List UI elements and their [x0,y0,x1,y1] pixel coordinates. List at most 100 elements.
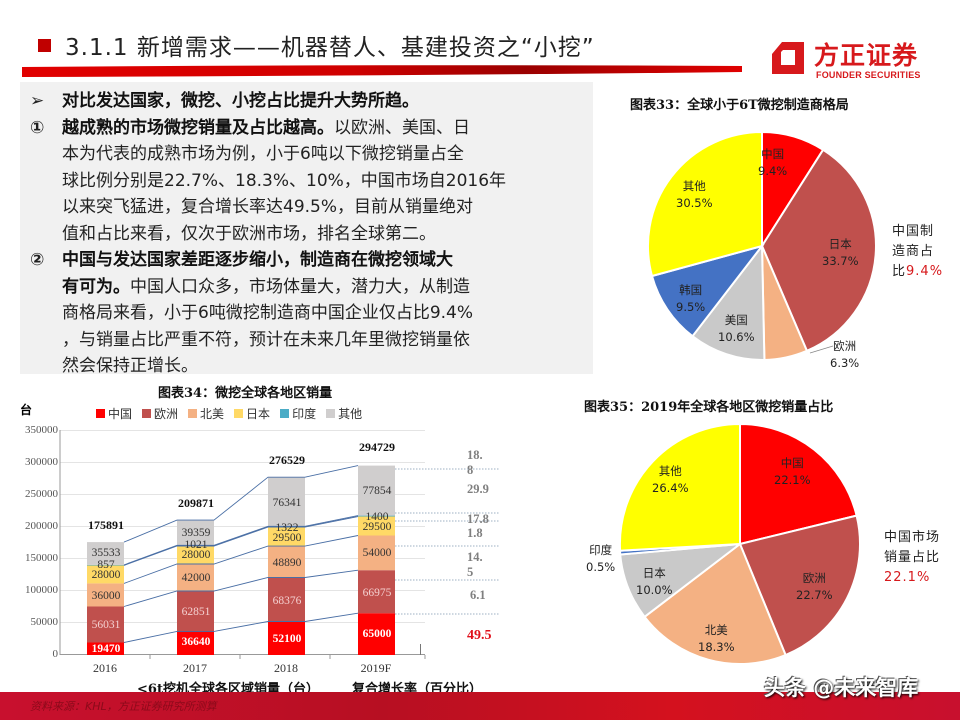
chart35-annotation: 中国市场 销量占比 22.1% [884,528,940,588]
point1-line: 本为代表的成熟市场为例，小于6吨以下微挖销量占全 [62,144,464,164]
y-tick: 350000 [25,424,58,436]
x-label: 2018 [274,661,298,675]
chart35-label-namerica: 北美 18.3% [698,622,735,656]
seg-namerica-2016: 36000 [91,590,121,602]
legend-item-namerica: 北美 [188,405,224,422]
point1-first-line: ① 越成熟的市场微挖销量及占比越高。以欧洲、美国、日 [30,115,583,142]
chart33-title: 图表33：全球小于6T微挖制造商格局 [630,98,849,113]
legend-item-china: 中国 [96,405,132,422]
page-title: 3.1.1 新增需求——机器替人、基建投资之“小挖” [38,28,595,62]
legend-label: 其他 [338,407,363,421]
seg-namerica-2017: 42000 [181,572,211,584]
cagr-namerica: 14. 5 [467,550,483,580]
chart34-title: 图表34：微挖全球各地区销量 [158,386,333,401]
note-value: 22.1% [884,570,931,585]
point1-line: 值和占比来看，仅次于欧洲市场，排名全球第二。 [62,223,436,244]
chart35-pie [618,422,861,665]
y-tick: 100000 [25,584,58,596]
cagr-india: 29.9 [467,482,489,496]
note-prefix: 比 [892,264,907,279]
note-line: 销量占比 [884,550,941,565]
seg-china-2017: 36640 [181,636,211,648]
seg-india-2019: 1400 [365,511,389,523]
label-value: 30.5% [676,196,713,210]
note-line: 造商占 [892,244,935,259]
point2-line: ，与销量占比严重不符，预计在未来几年里微挖销量依 [62,329,470,350]
label-name: 中国 [761,147,785,161]
legend-swatch [280,409,290,418]
header-divider [22,65,742,77]
legend-item-other: 其他 [326,405,362,422]
seg-japan-2016: 28000 [91,569,121,581]
chart33-label-usa: 美国 10.6% [718,312,755,346]
logo-mark-icon [772,42,804,74]
label-value: 9.5% [676,300,706,314]
source-note: 资料来源：KHL，方正证券研究所测算 [30,700,217,713]
legend-swatch [326,409,336,418]
x-label: 2017 [183,661,207,675]
seg-other-2016: 35533 [91,547,121,559]
y-tick: 50000 [30,616,59,628]
chart35-label-india: 印度 0.5% [586,542,615,576]
summary-textbox: ➢ 对比发达国家，微挖、小挖占比提升大势所趋。 ① 越成熟的市场微挖销量及占比越高。… [20,82,593,376]
legend-label: 印度 [292,407,317,421]
seg-india-2018: 1322 [275,522,299,534]
logo-chinese: 方正证券 [814,41,919,70]
note-line: 比9.4% [892,262,943,282]
cagr-china: 49.5 [467,628,492,643]
seg-japan-2018: 29500 [272,532,302,544]
point1-line: 球比例分别是22.7%、18.3%、10%，中国市场自2016年 [62,170,507,191]
legend-label: 欧洲 [154,407,179,421]
legend-swatch [234,409,244,418]
label-name: 日本 [642,566,666,580]
arrow-bullet-icon: ➢ [30,91,45,111]
cagr-text: 18. [467,448,483,462]
point2-bold: 中国与发达国家差距逐步缩小，制造商在微挖领域大 [62,250,453,270]
seg-japan-2017: 28000 [181,549,211,561]
total-2017: 209871 [178,496,214,510]
seg-europe-2019: 66975 [362,587,392,599]
label-value: 22.7% [796,588,833,602]
seg-europe-2018: 68376 [272,595,302,607]
chart34-plot [59,430,500,659]
seg-japan-2019: 29500 [362,521,392,533]
watermark: 头条 @未来智库 [764,676,919,700]
label-name: 北美 [704,623,728,637]
label-name: 日本 [828,237,852,251]
chart34-legend: 中国 欧洲 北美 日本 印度 其他 [96,405,362,422]
cagr-text: 8 [467,463,474,477]
chart33-annotation: 中国制 造商占 比9.4% [892,222,943,282]
chart34-unit: 台 [20,403,33,417]
label-value: 33.7% [822,254,859,268]
footer-band [0,692,960,720]
circled-two-icon: ② [30,250,45,270]
legend-label: 北美 [200,407,225,421]
legend-label: 中国 [108,407,133,421]
label-name: 中国 [780,456,804,470]
note-line: 中国市场 [884,530,941,545]
seg-europe-2017: 62851 [181,606,211,618]
legend-item-japan: 日本 [234,405,270,422]
y-tick: 0 [52,648,59,660]
point2-first-line: ② 中国与发达国家差距逐步缩小，制造商在微挖领域大 [30,247,583,274]
seg-china-2018: 52100 [272,633,302,645]
note-line: 中国制 [892,224,935,239]
y-tick: 250000 [25,488,58,500]
label-value: 6.3% [830,356,860,370]
legend-swatch [188,409,198,418]
legend-item-india: 印度 [280,405,316,422]
label-name: 韩国 [679,283,703,297]
cagr-europe: 6.1 [470,588,486,602]
seg-china-2019: 65000 [362,628,392,640]
seg-india-2016: 857 [97,559,115,571]
seg-other-2017: 39359 [181,527,211,539]
point2-text: 中国人口众多，市场体量大，潜力大，从制造 [130,276,470,297]
founder-securities-logo: 方正证券 FOUNDER SECURITIES [768,36,938,96]
legend-label: 日本 [246,407,271,421]
chart33-label-china: 中国 9.4% [758,146,787,180]
label-value: 10.0% [636,583,673,597]
label-name: 其他 [658,464,682,478]
circled-one-icon: ① [30,117,45,138]
total-2019: 294729 [359,440,395,454]
seg-namerica-2018: 48890 [272,557,302,569]
